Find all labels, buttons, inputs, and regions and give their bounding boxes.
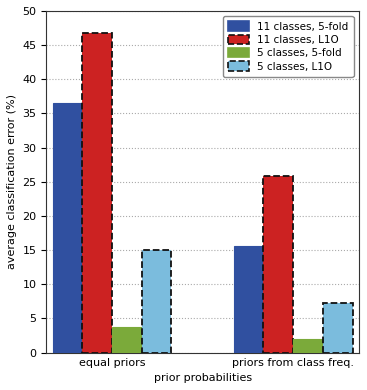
Bar xyxy=(234,246,264,353)
Bar xyxy=(112,327,142,353)
Bar xyxy=(142,250,171,353)
X-axis label: prior probabilities: prior probabilities xyxy=(153,373,252,383)
Legend: 11 classes, 5-fold, 11 classes, L1O, 5 classes, 5-fold, 5 classes, L1O: 11 classes, 5-fold, 11 classes, L1O, 5 c… xyxy=(223,16,353,77)
Bar xyxy=(323,303,353,353)
Bar xyxy=(52,103,82,353)
Y-axis label: average classification error (%): average classification error (%) xyxy=(7,94,17,269)
Bar xyxy=(264,176,293,353)
Bar xyxy=(293,339,323,353)
Bar xyxy=(82,33,112,353)
